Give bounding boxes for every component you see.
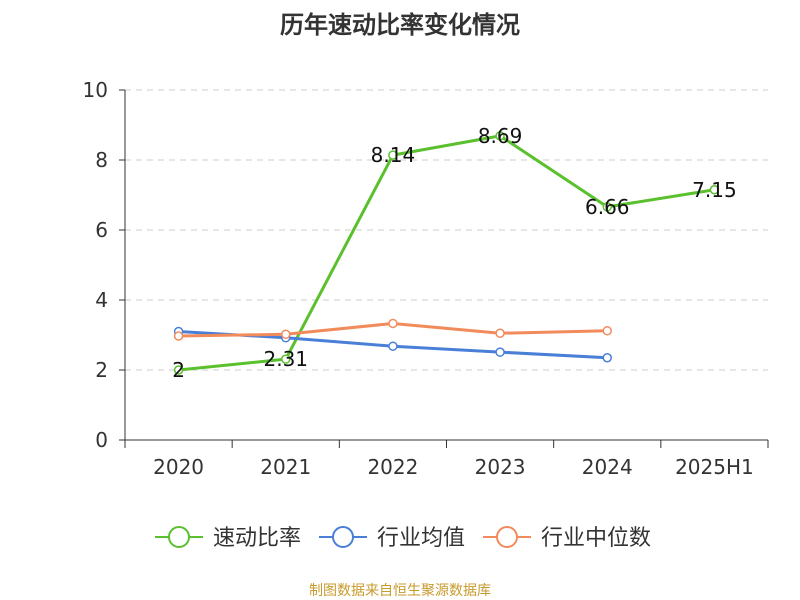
data-label: 2.31 (263, 347, 308, 371)
data-point[interactable] (281, 354, 291, 364)
data-label: 6.66 (585, 195, 630, 219)
x-tick-label: 2025H1 (675, 455, 754, 479)
data-point[interactable] (173, 331, 184, 341)
y-tick-label: 0 (95, 428, 108, 452)
legend-item-2[interactable]: 行业中位数 (483, 526, 651, 551)
x-tick-label: 2021 (260, 455, 311, 479)
legend-label: 行业中位数 (541, 526, 651, 551)
chart-title: 历年速动比率变化情况 (280, 11, 520, 39)
data-point[interactable] (602, 326, 612, 336)
data-point[interactable] (388, 318, 398, 329)
legend-marker (168, 526, 190, 548)
x-tick-label: 2020 (153, 455, 204, 479)
grid-lines (125, 89, 768, 371)
legend-item-1[interactable]: 行业均值 (319, 526, 465, 551)
y-tick-label: 4 (95, 288, 108, 312)
data-point[interactable] (495, 131, 505, 141)
data-point[interactable] (495, 328, 505, 338)
y-tick-label: 10 (83, 78, 108, 102)
series-line-0 (178, 134, 715, 372)
series-lines (173, 131, 720, 375)
data-point[interactable] (602, 353, 612, 363)
y-tick-label: 8 (95, 148, 108, 172)
data-label: 8.14 (371, 143, 416, 167)
data-point[interactable] (388, 150, 398, 160)
source-note: 制图数据来自恒生聚源数据库 (309, 583, 491, 599)
data-labels: 2 2.31 8.14 8.69 6.66 7.15 (172, 124, 736, 382)
legend-label: 速动比率 (213, 526, 301, 551)
data-point[interactable] (173, 365, 184, 375)
data-point[interactable] (495, 347, 505, 357)
data-point[interactable] (388, 341, 398, 351)
data-point[interactable] (281, 329, 291, 340)
data-label: 7.15 (692, 178, 737, 202)
y-tick-label: 2 (95, 358, 108, 382)
legend-item-0[interactable]: 速动比率 (155, 526, 301, 551)
x-tick-label: 2024 (582, 455, 633, 479)
legend-label: 行业均值 (377, 526, 465, 551)
data-label: 8.69 (478, 124, 523, 148)
legend: 速动比率 行业均值 行业中位数 (155, 526, 651, 551)
x-tick-label: 2023 (475, 455, 526, 479)
legend-marker (496, 526, 518, 548)
axes: 0 2 4 6 8 10 2020 2021 2022 2023 2024 2025H1 (83, 78, 769, 479)
data-point[interactable] (709, 185, 720, 195)
data-label: 2 (172, 358, 185, 382)
y-tick-label: 6 (95, 218, 108, 242)
legend-marker (332, 526, 354, 548)
x-tick-label: 2022 (367, 455, 418, 479)
data-point[interactable] (602, 202, 612, 212)
